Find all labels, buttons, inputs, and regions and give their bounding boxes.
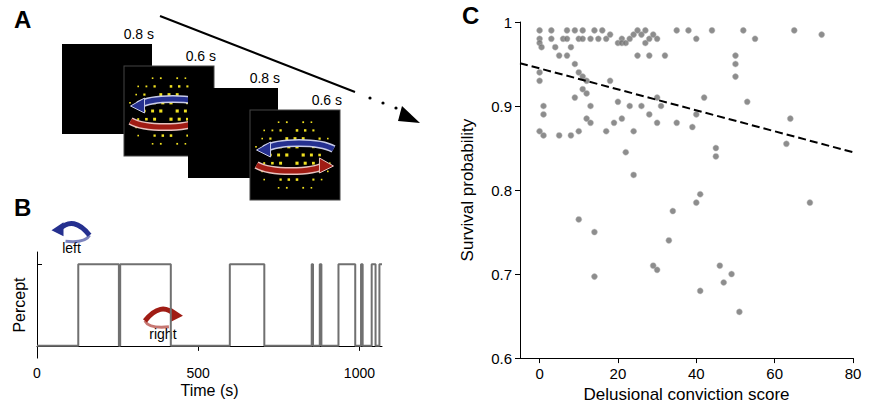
svg-text:1: 1	[504, 14, 512, 31]
svg-text:500: 500	[187, 365, 211, 381]
html-text:A: A	[14, 6, 32, 33]
svg-text:80: 80	[845, 365, 862, 382]
svg-text:60: 60	[766, 365, 783, 382]
svg-text:Survival probability: Survival probability	[458, 118, 477, 261]
svg-text:Delusional conviction score: Delusional conviction score	[584, 385, 790, 404]
svg-text:0: 0	[33, 365, 41, 381]
svg-text:left: left	[62, 240, 81, 257]
svg-text:40: 40	[688, 365, 705, 382]
svg-text:Time (s): Time (s)	[180, 382, 238, 399]
svg-text:0.6 s: 0.6 s	[186, 48, 216, 64]
svg-text:20: 20	[610, 365, 627, 382]
html-text:B: B	[14, 194, 32, 221]
svg-text:Percept: Percept	[11, 277, 28, 333]
svg-text:0.6: 0.6	[491, 350, 512, 367]
svg-text:0.9: 0.9	[491, 98, 512, 115]
svg-text:0: 0	[535, 365, 543, 382]
svg-text:0.8: 0.8	[491, 182, 512, 199]
svg-text:0.8 s: 0.8 s	[250, 70, 280, 86]
svg-text:0.7: 0.7	[491, 266, 512, 283]
svg-text:0.6 s: 0.6 s	[312, 92, 342, 108]
html-text:C: C	[462, 2, 480, 29]
svg-text:1000: 1000	[344, 365, 375, 381]
svg-text:right: right	[149, 325, 177, 342]
svg-text:0.8 s: 0.8 s	[124, 26, 154, 42]
